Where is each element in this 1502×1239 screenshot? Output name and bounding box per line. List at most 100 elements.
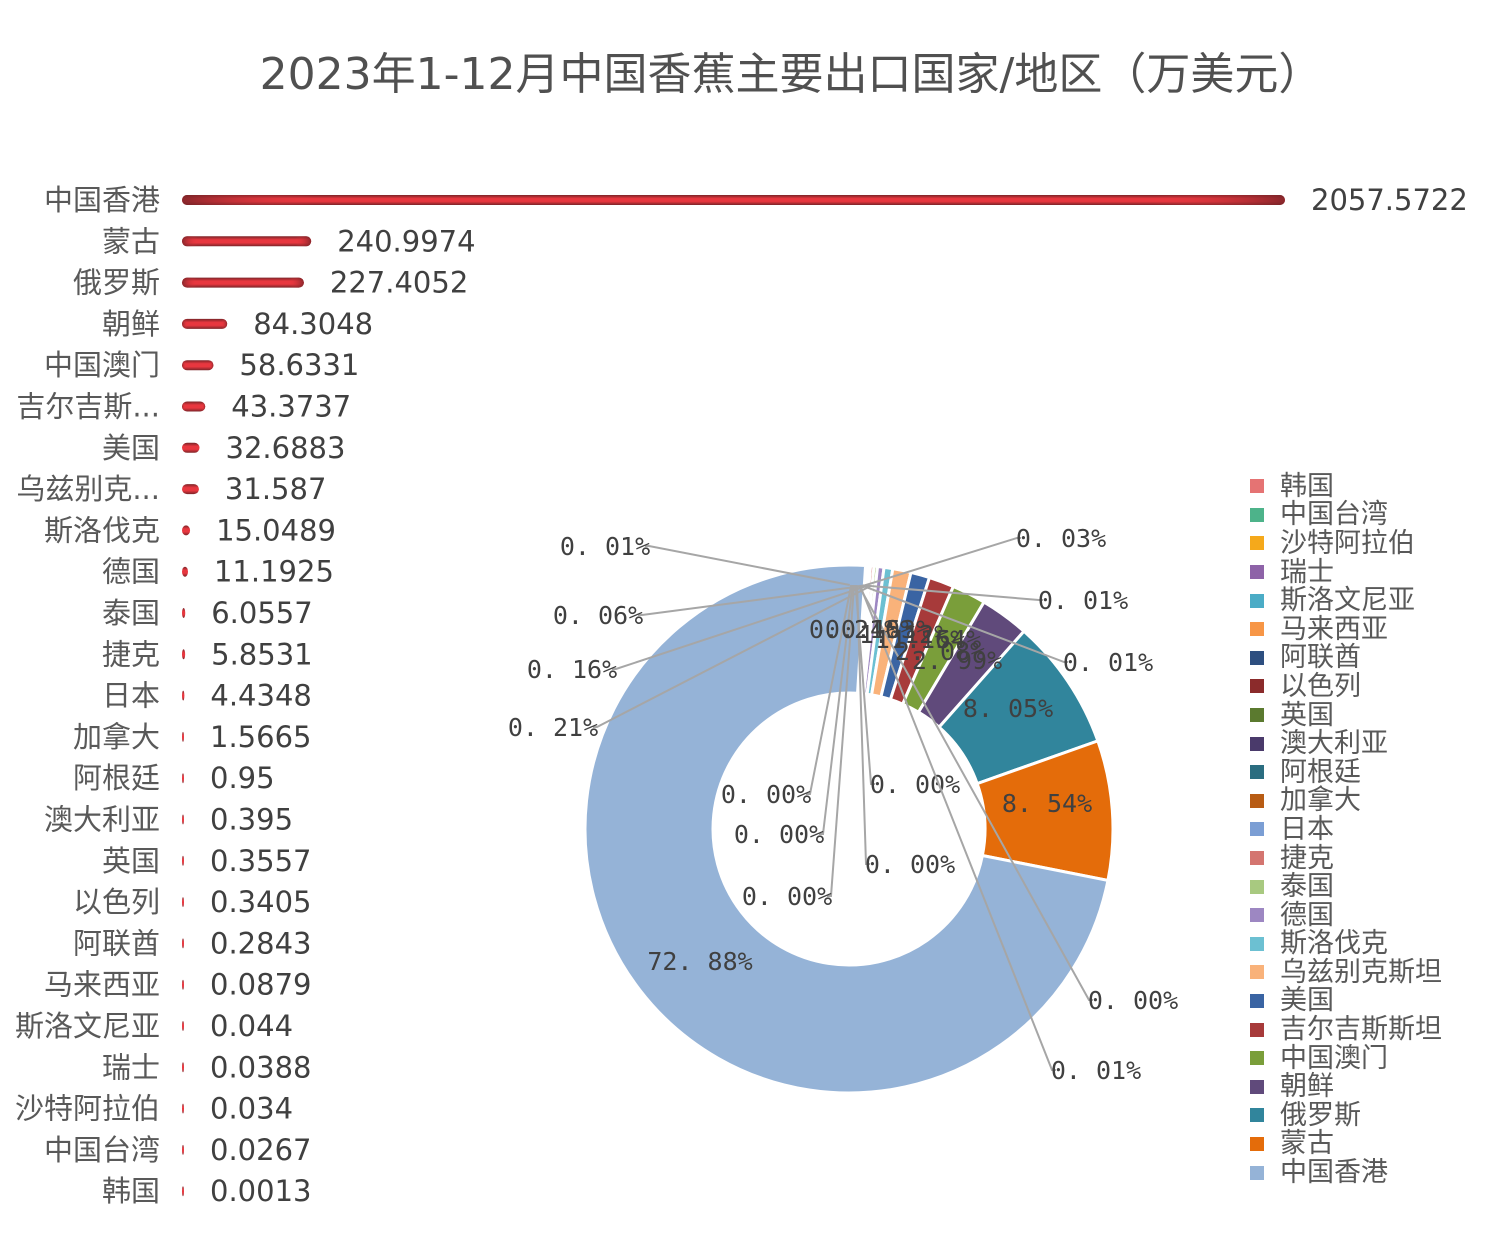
bar-shade-2 (182, 277, 304, 288)
legend-item: 德国 (1250, 901, 1442, 930)
donut-data-labels: 0. 01% 0. 00% 0. 00% 0. 00% 0. 00% 0. 00% 0. 0… (508, 524, 1178, 1085)
bar-category-label: 中国香港 (44, 183, 160, 217)
leader-line-0 (645, 545, 850, 586)
legend-swatch (1250, 879, 1264, 894)
bar-7 (182, 484, 199, 495)
donut-data-label: 0. 03% (1016, 524, 1106, 553)
legend-item: 阿根廷 (1250, 758, 1442, 787)
bar-22 (182, 1103, 184, 1114)
legend-swatch (1250, 765, 1264, 780)
donut-data-label: 1. 54% (891, 625, 981, 654)
bar-category-label: 蒙古 (102, 224, 160, 258)
bar-17 (182, 897, 184, 908)
donut-data-label: 2. 08% (895, 637, 985, 666)
bar-11 (182, 649, 186, 660)
bar-value-label: 0.0879 (210, 968, 311, 1002)
bar-value-label: 0.034 (210, 1092, 293, 1126)
bar-category-label: 美国 (102, 431, 160, 465)
legend-swatch (1250, 708, 1264, 723)
legend-swatch (1250, 622, 1264, 637)
donut-data-label: 8. 05% (963, 694, 1053, 723)
donut-data-label: 0. 16% (527, 655, 617, 684)
leader-line-5 (856, 585, 870, 865)
legend-label: 吉尔吉斯斯坦 (1280, 1014, 1442, 1046)
bar-value-label: 6.0557 (211, 596, 312, 630)
legend-label: 以色列 (1280, 670, 1361, 702)
donut-data-label: 0. 00% (870, 770, 960, 799)
legend-label: 乌兹别克斯坦 (1280, 956, 1442, 988)
donut-data-label: 0. 06% (553, 601, 643, 630)
bar-category-label: 俄罗斯 (73, 266, 160, 300)
leader-line-13 (593, 585, 871, 728)
bar-value-label: 0.3557 (210, 844, 311, 878)
legend-label: 朝鲜 (1280, 1071, 1334, 1103)
legend-label: 英国 (1280, 699, 1334, 731)
leader-line-8 (861, 584, 1068, 663)
legend-item: 斯洛文尼亚 (1250, 586, 1442, 615)
bar-category-label: 斯洛文尼亚 (15, 1009, 160, 1043)
legend-label: 美国 (1280, 985, 1334, 1017)
bar-value-label: 2057.5722 (1311, 183, 1468, 217)
donut-data-label: 0. 21% (508, 713, 598, 742)
legend-swatch (1250, 1079, 1264, 1094)
leader-line-1 (806, 584, 853, 795)
legend-swatch (1250, 1051, 1264, 1066)
bar-category-label: 阿根廷 (73, 761, 160, 795)
bar-value-label: 0.3405 (210, 885, 311, 919)
bar-category-label: 沙特阿拉伯 (15, 1092, 160, 1126)
legend-item: 中国台湾 (1250, 501, 1442, 530)
legend-swatch (1250, 908, 1264, 923)
donut-data-label: 72. 88% (647, 947, 752, 976)
bar-value-label: 0.0388 (210, 1050, 311, 1084)
legend-item: 斯洛伐克 (1250, 930, 1442, 959)
legend-item: 沙特阿拉伯 (1250, 529, 1442, 558)
legend-label: 沙特阿拉伯 (1280, 527, 1415, 559)
legend-swatch (1250, 936, 1264, 951)
leader-line-6 (857, 584, 1093, 1001)
bar-10 (182, 608, 186, 618)
bar-12 (182, 690, 185, 701)
legend-item: 吉尔吉斯斯坦 (1250, 1015, 1442, 1044)
legend-label: 中国香港 (1280, 1157, 1388, 1189)
donut-data-label: 0. 00% (734, 820, 824, 849)
legend-label: 瑞士 (1280, 556, 1334, 588)
bar-value-label: 11.1925 (214, 555, 334, 589)
legend-item: 捷克 (1250, 844, 1442, 873)
legend-swatch (1250, 679, 1264, 694)
bar-category-label: 日本 (102, 679, 160, 713)
legend-item: 蒙古 (1250, 1130, 1442, 1159)
bar-value-label: 5.8531 (211, 637, 312, 671)
bar-shade-4 (182, 360, 214, 371)
bar-14 (182, 773, 184, 784)
bar-value-label: 0.0013 (210, 1174, 311, 1208)
legend-swatch (1250, 736, 1264, 751)
bar-category-label: 捷克 (102, 637, 160, 671)
bar-9 (182, 566, 188, 577)
legend-label: 泰国 (1280, 871, 1334, 903)
bar-20 (182, 1021, 184, 1031)
legend-label: 加拿大 (1280, 785, 1361, 817)
bar-23 (182, 1144, 184, 1155)
legend-label: 斯洛文尼亚 (1280, 585, 1415, 617)
bar-value-label: 0.95 (210, 761, 275, 795)
bar-category-label: 德国 (102, 555, 160, 589)
donut-data-label: 8. 54% (1002, 789, 1092, 818)
legend-item: 朝鲜 (1250, 1072, 1442, 1101)
legend-item: 日本 (1250, 815, 1442, 844)
donut-data-label: 0. 00% (742, 882, 832, 911)
legend-item: 中国香港 (1250, 1158, 1442, 1187)
legend-item: 韩国 (1250, 472, 1442, 501)
donut-data-label: 0. 01% (1038, 586, 1128, 615)
legend-label: 中国台湾 (1280, 499, 1388, 531)
bar-value-label: 32.6883 (226, 431, 346, 465)
legend-label: 阿联酋 (1280, 642, 1361, 674)
legend-swatch (1250, 650, 1264, 665)
donut-data-label: 0. 00% (721, 780, 811, 809)
bar-21 (182, 1062, 184, 1073)
bar-19 (182, 979, 184, 990)
bar-category-label: 以色列 (73, 885, 160, 919)
bar-15 (182, 814, 184, 825)
bar-shade-5 (182, 401, 206, 412)
bar-value-label: 4.4348 (210, 679, 311, 713)
